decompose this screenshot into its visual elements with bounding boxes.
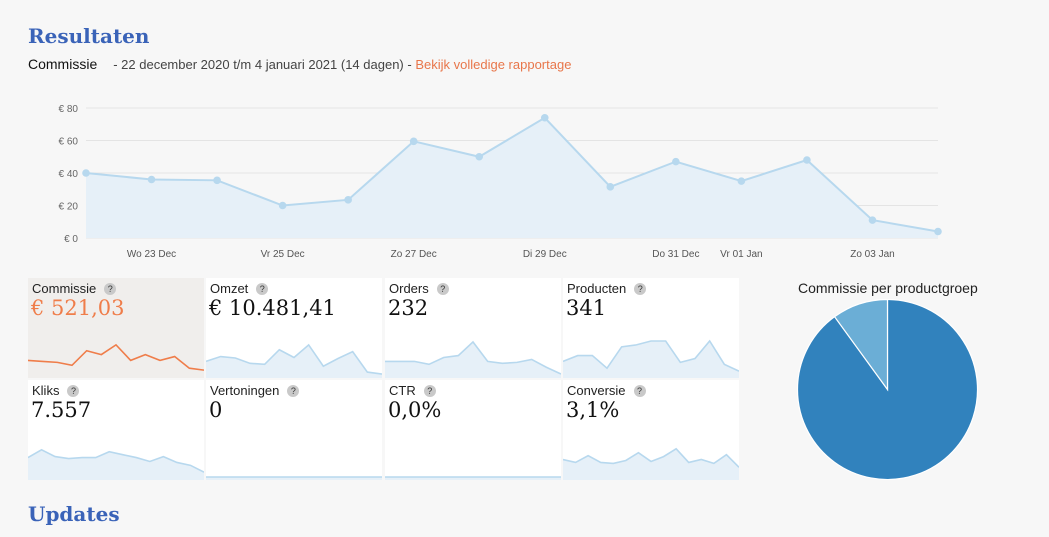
- data-point[interactable]: [213, 176, 221, 185]
- sparkline-fill: [385, 341, 561, 378]
- sparkline-line: [206, 343, 382, 375]
- y-tick-label: € 0: [64, 234, 78, 245]
- results-subheader: Commissie - 22 december 2020 t/m 4 januar…: [28, 56, 571, 72]
- data-point[interactable]: [737, 177, 746, 185]
- x-tick-label: Vr 01 Jan: [720, 249, 762, 260]
- sparkline: [28, 343, 204, 371]
- data-point[interactable]: [344, 196, 352, 204]
- y-tick-label: € 40: [59, 169, 79, 180]
- sparkline: [563, 447, 739, 480]
- y-tick-label: € 20: [59, 202, 79, 213]
- tile-clicks[interactable]: Kliks? 7.557: [28, 380, 204, 480]
- updates-title: Updates: [28, 502, 120, 526]
- sparkline-line: [28, 343, 204, 371]
- sparkline: [563, 339, 739, 378]
- x-tick-label: Zo 03 Jan: [850, 249, 894, 260]
- data-point[interactable]: [278, 201, 287, 210]
- tile-value: € 10.481,41: [209, 296, 336, 320]
- tile-orders[interactable]: Orders? 232: [385, 278, 561, 378]
- tile-value: 7.557: [31, 398, 92, 422]
- area-fill: [86, 117, 938, 238]
- x-tick-label: Do 31 Dec: [652, 249, 699, 260]
- tile-conversion[interactable]: Conversie? 3,1%: [563, 380, 739, 480]
- sparkline-line: [563, 447, 739, 468]
- sparkline-line: [563, 339, 739, 372]
- help-icon[interactable]: ?: [104, 283, 117, 295]
- selected-metric: Commissie: [28, 56, 98, 72]
- sparkline-fill: [206, 344, 382, 378]
- sparkline: [385, 340, 561, 378]
- tile-value: € 521,03: [31, 296, 125, 320]
- tile-revenue[interactable]: Omzet? € 10.481,41: [206, 278, 382, 378]
- help-icon[interactable]: ?: [633, 385, 646, 397]
- sparkline-fill: [28, 449, 204, 480]
- y-tick-label: € 80: [59, 104, 79, 115]
- tile-ctr[interactable]: CTR? 0,0%: [385, 380, 561, 480]
- help-icon[interactable]: ?: [436, 283, 449, 295]
- data-point[interactable]: [868, 216, 877, 224]
- tile-label: Conversie: [567, 383, 626, 398]
- data-point[interactable]: [147, 175, 156, 184]
- tile-value: 232: [388, 296, 429, 320]
- data-point[interactable]: [934, 227, 942, 236]
- help-icon[interactable]: ?: [256, 283, 269, 295]
- series-line: [85, 116, 939, 233]
- tile-value: 0: [209, 398, 223, 422]
- tile-label: Kliks: [32, 383, 60, 398]
- tile-label: Producten: [567, 281, 627, 296]
- tile-products[interactable]: Producten? 341: [563, 278, 739, 378]
- x-tick-label: Zo 27 Dec: [391, 249, 437, 260]
- sparkline: [28, 448, 204, 480]
- data-point[interactable]: [803, 156, 811, 164]
- tile-value: 3,1%: [566, 398, 620, 422]
- tile-impressions[interactable]: Vertoningen? 0: [206, 380, 382, 480]
- full-report-link[interactable]: Bekijk volledige rapportage: [415, 57, 572, 72]
- tile-value: 0,0%: [388, 398, 442, 422]
- x-tick-label: Di 29 Dec: [523, 249, 567, 260]
- help-icon[interactable]: ?: [634, 283, 647, 295]
- sparkline: [206, 476, 382, 480]
- x-tick-label: Wo 23 Dec: [127, 249, 176, 260]
- pie-chart-title: Commissie per productgroep: [798, 280, 978, 296]
- data-point[interactable]: [475, 152, 484, 161]
- results-title: Resultaten: [28, 24, 150, 48]
- data-point[interactable]: [409, 137, 418, 146]
- sparkline-line: [28, 448, 204, 473]
- tile-label: Orders: [389, 281, 429, 296]
- tile-label: Vertoningen: [210, 383, 280, 398]
- period-range: - 22 december 2020 t/m 4 januari 2021 (1…: [113, 57, 404, 72]
- data-point[interactable]: [606, 183, 615, 191]
- commission-pie-chart: [797, 299, 978, 480]
- tile-label: CTR: [389, 383, 416, 398]
- y-tick-label: € 60: [59, 137, 79, 148]
- data-point[interactable]: [672, 157, 680, 166]
- x-tick-label: Vr 25 Dec: [261, 249, 305, 260]
- sparkline: [385, 476, 561, 480]
- pie-slice[interactable]: [833, 299, 889, 392]
- tile-commission[interactable]: Commissie? € 521,03: [28, 278, 204, 378]
- separator: -: [403, 57, 416, 72]
- sparkline-fill: [563, 448, 739, 480]
- data-point[interactable]: [540, 113, 549, 122]
- tile-label: Omzet: [210, 281, 249, 296]
- sparkline: [206, 343, 382, 378]
- commission-area-chart: € 0 € 20 € 40 € 60 € 80 Wo 23 Dec Vr 25 Dec Zo …: [59, 104, 942, 260]
- tile-value: 341: [566, 296, 607, 320]
- sparkline-line: [385, 340, 561, 375]
- tile-label: Commissie: [32, 281, 97, 296]
- help-icon[interactable]: ?: [287, 385, 300, 397]
- data-point[interactable]: [82, 169, 90, 177]
- help-icon[interactable]: ?: [67, 385, 80, 397]
- help-icon[interactable]: ?: [423, 385, 436, 397]
